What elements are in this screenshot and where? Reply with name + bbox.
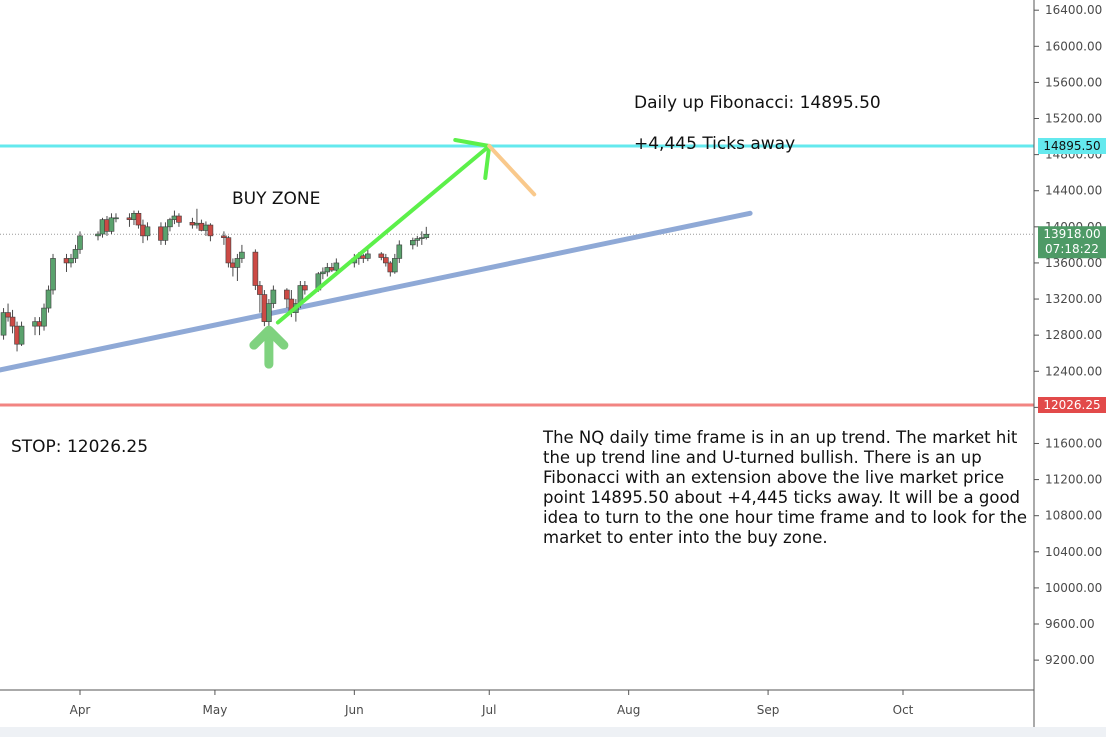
y-tick-label: 12400.00 (1045, 364, 1102, 378)
candle-body (0, 312, 7, 336)
y-tick-label: 10400.00 (1045, 545, 1102, 559)
y-tick-label: 15200.00 (1045, 112, 1102, 126)
candle-body (266, 303, 272, 322)
candle-body (284, 289, 290, 300)
candle-body (167, 219, 173, 228)
candle-body (383, 257, 389, 264)
x-tick-label: Sep (757, 703, 780, 717)
y-tick-label: 16400.00 (1045, 3, 1102, 17)
candle-body (221, 235, 227, 238)
candle-body (239, 251, 245, 259)
x-tick-label: Jun (344, 703, 364, 717)
candle-body (302, 285, 308, 291)
candle-body (176, 215, 182, 223)
candle-body (392, 258, 398, 273)
y-tick-label: 13600.00 (1045, 256, 1102, 270)
projection-down-line (487, 144, 537, 197)
y-tick-label: 9600.00 (1045, 617, 1095, 631)
stop-price-badge-text: 12026.25 (1043, 398, 1100, 412)
analysis-description: The NQ daily time frame is in an up tren… (543, 428, 1027, 547)
fibonacci-label: Daily up Fibonacci: 14895.50 (634, 93, 881, 113)
last-price-badge-text: 13918.00 (1043, 227, 1100, 241)
x-tick-label: May (203, 703, 228, 717)
x-tick-label: Jul (481, 703, 496, 717)
up-trend-line (0, 210, 753, 373)
candle-body (50, 258, 56, 291)
buy-zone-label: BUY ZONE (232, 189, 321, 209)
projection-up-line (275, 144, 492, 325)
signal-arrow-head (249, 325, 289, 350)
candle-body (257, 285, 263, 295)
candle-body (423, 233, 430, 238)
candle-body (207, 224, 214, 237)
candles (0, 208, 430, 352)
candle-body (365, 253, 371, 259)
stop-price-badge (1038, 397, 1106, 413)
candle-body (409, 240, 416, 246)
candle-body (225, 237, 232, 264)
candle-body (5, 312, 11, 318)
drawings (249, 138, 537, 369)
y-tick-label: 11200.00 (1045, 473, 1102, 487)
candle-body (113, 217, 119, 220)
candle-body (41, 307, 47, 327)
x-tick-label: Oct (893, 703, 914, 717)
candle-body (108, 217, 115, 232)
x-tick-label: Aug (617, 703, 640, 717)
y-tick-label: 16000.00 (1045, 39, 1102, 53)
countdown-badge-text: 07:18:22 (1045, 242, 1099, 256)
stop-label: STOP: 12026.25 (11, 437, 149, 457)
candle-body (414, 238, 421, 241)
y-tick-label: 15600.00 (1045, 75, 1102, 89)
candle-body (234, 258, 241, 268)
y-tick-label: 13200.00 (1045, 292, 1102, 306)
y-tick-label: 12800.00 (1045, 328, 1102, 342)
candle-body (72, 249, 79, 259)
ticks-away-label: +4,445 Ticks away (634, 134, 796, 154)
candle-body (18, 325, 25, 345)
candle-body (270, 289, 277, 304)
candle-body (378, 253, 385, 258)
candle-body (77, 235, 83, 250)
candle-body (252, 251, 259, 286)
y-tick-label: 10000.00 (1045, 581, 1102, 595)
candle-body (162, 226, 169, 241)
candle-body (68, 258, 74, 264)
candle-body (9, 316, 16, 327)
trend-lines (0, 210, 753, 373)
fibonacci-price-badge (1038, 138, 1106, 154)
y-tick-label: 14400.00 (1045, 184, 1102, 198)
bottom-toolbar-strip (0, 727, 1106, 737)
y-tick-label: 9200.00 (1045, 653, 1095, 667)
candle-body (418, 237, 425, 239)
last-price-badge (1038, 226, 1106, 259)
candle-body (144, 226, 151, 237)
y-tick-label: 11600.00 (1045, 436, 1102, 450)
candle-body (135, 212, 142, 226)
candle-body (320, 271, 326, 275)
fibonacci-price-badge-text: 14895.50 (1043, 139, 1100, 153)
candle-body (95, 233, 101, 237)
x-tick-label: Apr (70, 703, 91, 717)
candle-body (333, 262, 340, 271)
candle-body (396, 244, 403, 259)
candle-body (45, 289, 52, 309)
y-tick-label: 10800.00 (1045, 509, 1102, 523)
chart-background (0, 144, 1034, 407)
